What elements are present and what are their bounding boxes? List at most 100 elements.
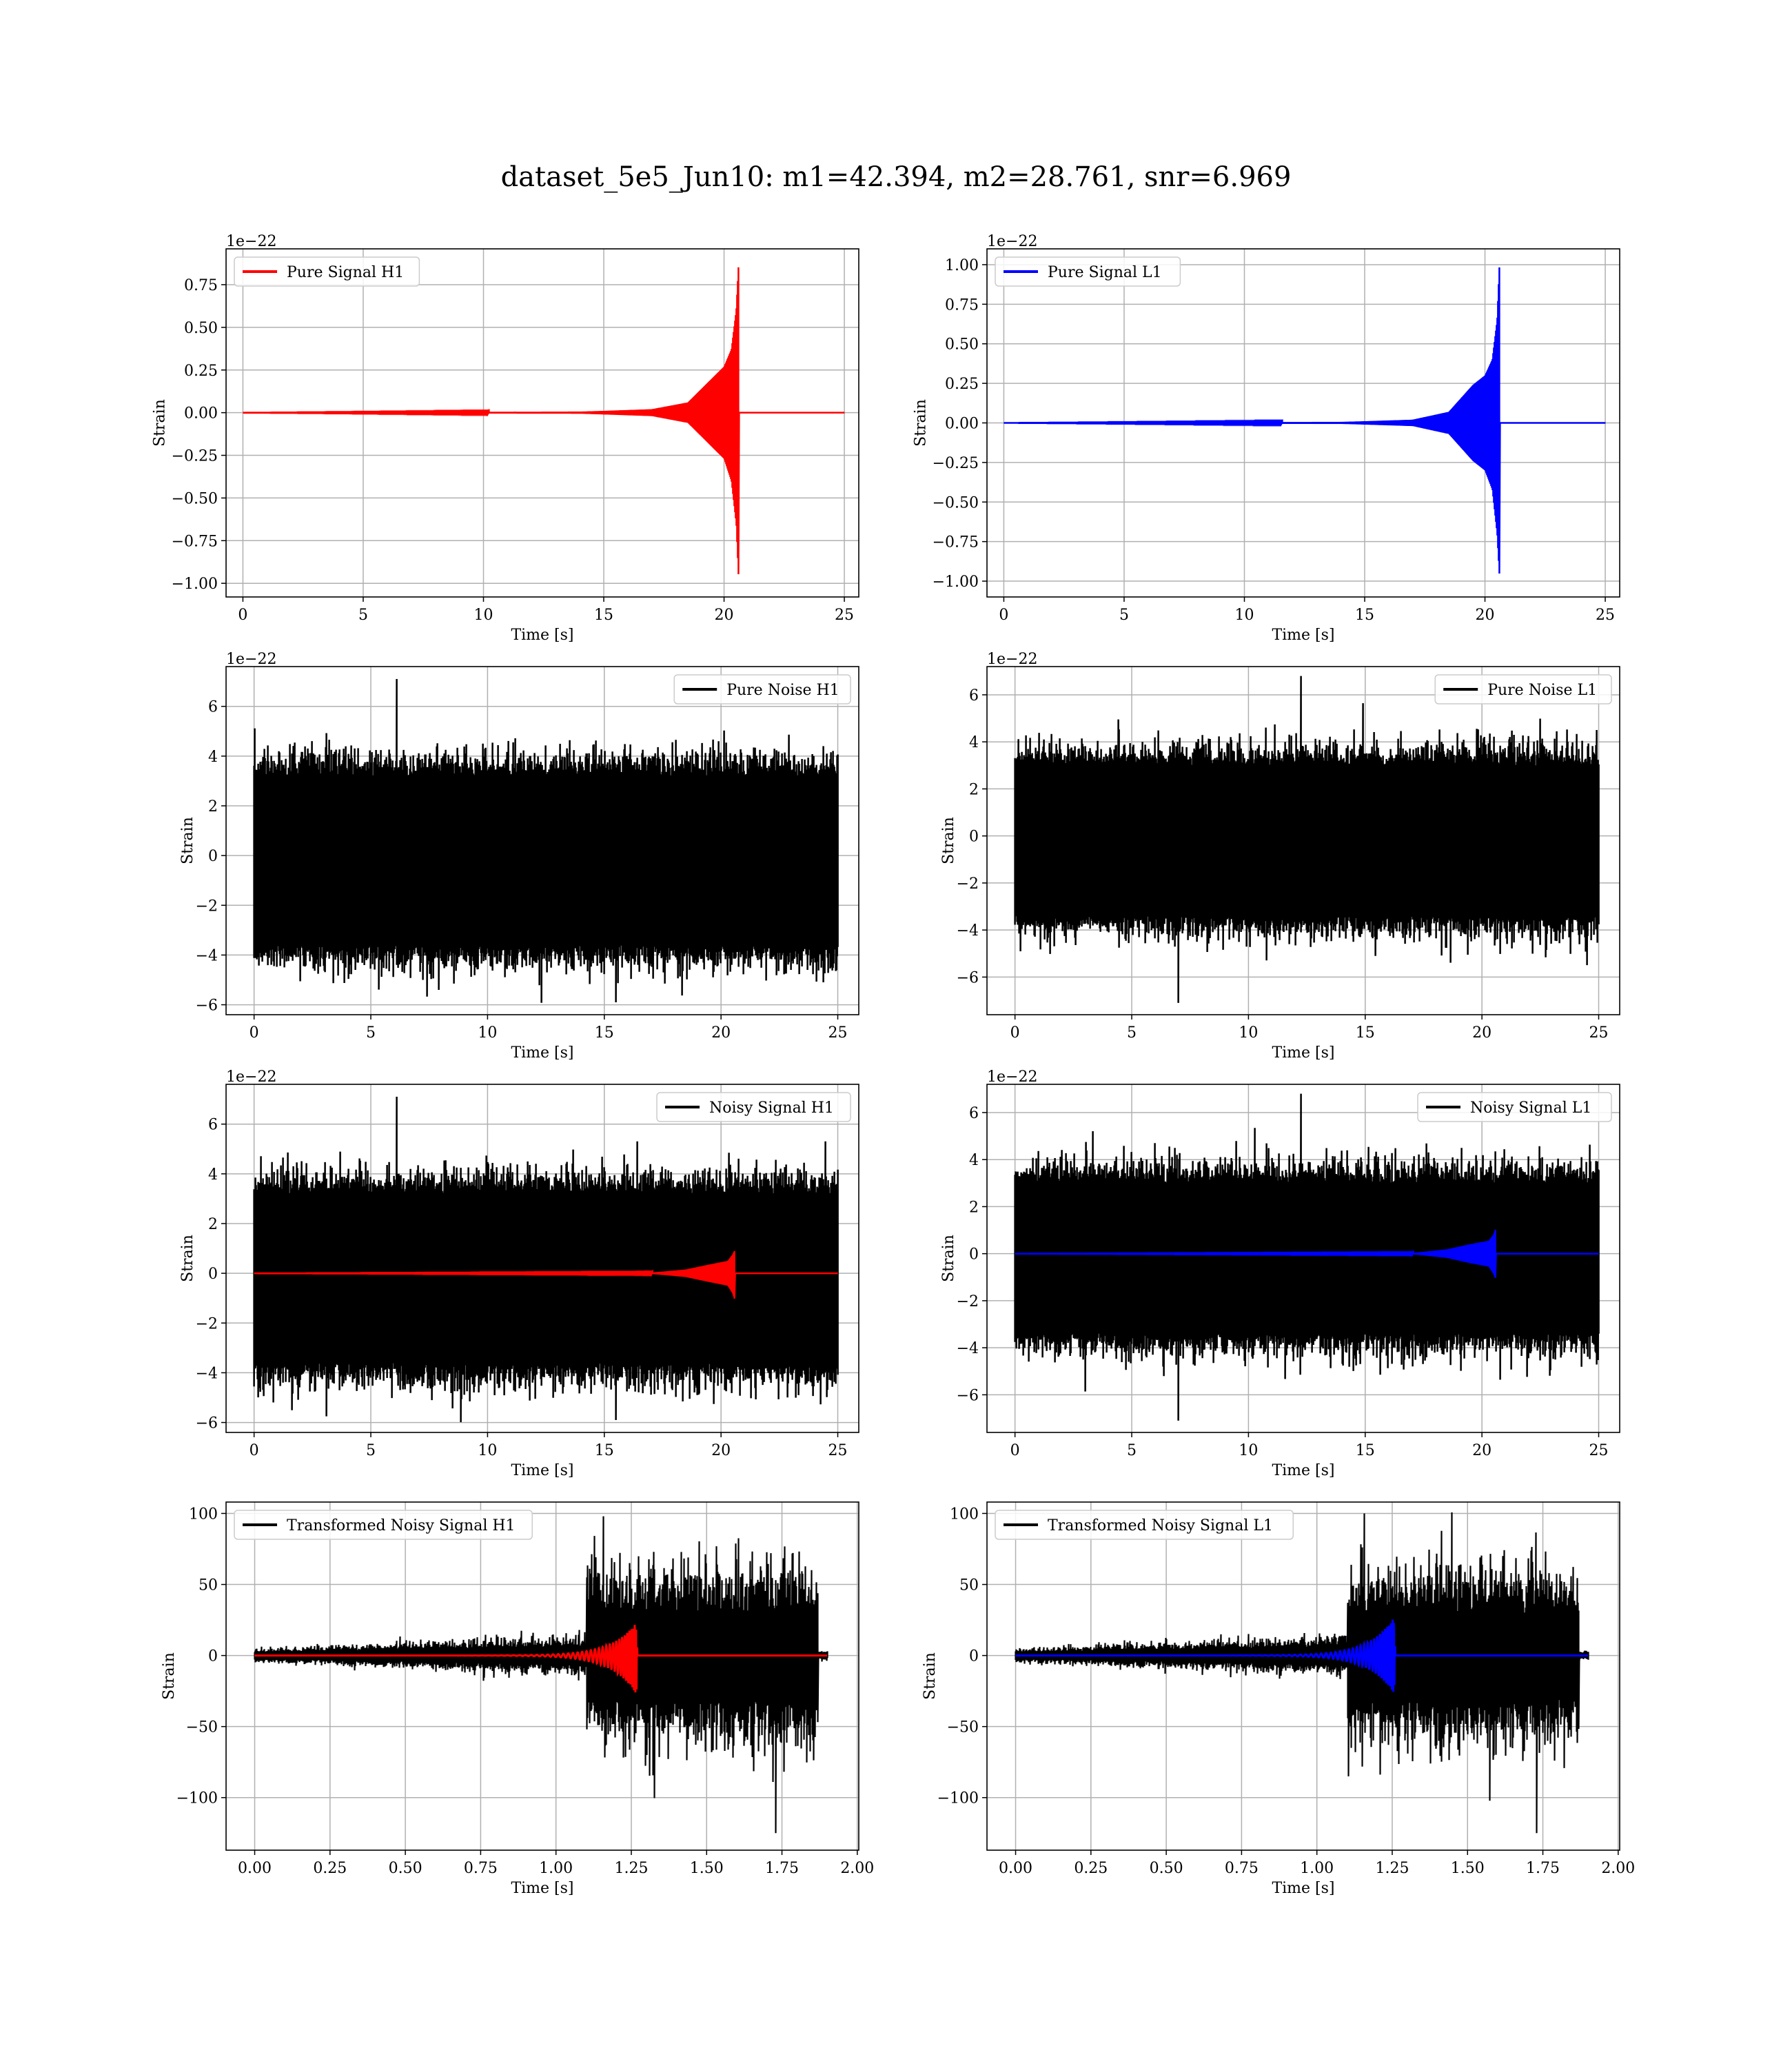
x-axis-label: Time [s]	[511, 1044, 573, 1062]
subplot-pure-signal-h1: 0 5 10 15 20 25 −1.00 −0.75 −0.50 −0.25 0.00 0.25 0.…	[152, 233, 859, 644]
y-tick-label: −2	[196, 898, 218, 915]
y-tick-label: −4	[957, 922, 979, 940]
x-tick-label: 15	[1356, 1024, 1375, 1042]
x-tick-label: 0.00	[999, 1860, 1032, 1877]
y-tick-label: −2	[196, 1315, 218, 1332]
legend-label: Pure Signal H1	[287, 264, 404, 281]
y-tick-label: −2	[957, 1293, 979, 1310]
y-tick-label: 2	[969, 781, 979, 798]
y-tick-label: 50	[959, 1577, 979, 1594]
x-tick-label: 10	[478, 1024, 497, 1042]
x-tick-label: 25	[1589, 1024, 1609, 1042]
subplot-transformed-h1: 0.00 0.25 0.50 0.75 1.00 1.25 1.50 1.75 2.00 −100…	[161, 1501, 874, 1897]
y-tick-label: 100	[950, 1506, 979, 1523]
x-axis-label: Time [s]	[1272, 1880, 1334, 1897]
x-tick-label: 5	[366, 1442, 376, 1459]
series-line	[253, 678, 839, 1003]
y-tick-label: 2	[208, 798, 218, 815]
y-tick-label: 0	[208, 1266, 218, 1283]
legend-box	[234, 1510, 533, 1540]
axes-frame	[225, 1084, 859, 1433]
legend-box	[234, 256, 420, 287]
y-tick-label: 50	[198, 1577, 218, 1594]
series-line	[1014, 676, 1600, 1003]
y-axis-label: Strain	[940, 1235, 957, 1282]
y-tick-label: −0.75	[933, 534, 979, 551]
x-tick-label: 1.00	[539, 1860, 573, 1877]
subplot-pure-signal-l1: 0 5 10 15 20 25 −1.00 −0.75 −0.50 −0.25 0.00 0.25 0.…	[913, 233, 1620, 644]
x-tick-label: 0.75	[464, 1860, 498, 1877]
y-tick-label: 0	[969, 829, 979, 846]
x-tick-label: 20	[711, 1442, 731, 1459]
x-tick-label: 10	[1239, 1024, 1258, 1042]
y-axis-label: Strain	[913, 399, 930, 447]
x-tick-label: 1.75	[1526, 1860, 1560, 1877]
legend: Transformed Noisy Signal L1	[995, 1510, 1294, 1540]
x-axis-label: Time [s]	[511, 1880, 573, 1897]
x-tick-label: 0	[238, 607, 247, 624]
x-tick-label: 15	[1355, 607, 1374, 624]
y-tick-label: −4	[957, 1340, 979, 1357]
x-tick-label: 10	[478, 1442, 497, 1459]
y-tick-label: 0	[208, 848, 218, 865]
y-tick-label: −6	[196, 1415, 218, 1432]
y-tick-label: −4	[196, 1365, 218, 1382]
y-tick-label: 0.50	[184, 320, 218, 337]
y-tick-label: −6	[957, 969, 979, 986]
y-tick-label: 4	[969, 1152, 979, 1169]
x-tick-label: 0.75	[1225, 1860, 1259, 1877]
y-tick-label: −50	[186, 1719, 218, 1736]
y-tick-label: −0.50	[172, 490, 218, 507]
subplot-noisy-signal-h1: 0 5 10 15 20 25 −6 −4 −2 0 2 4 6 1e−22 Time [s] Strain N…	[179, 1068, 859, 1479]
y-tick-label: −100	[937, 1790, 979, 1807]
y-tick-label: 0.00	[184, 405, 218, 423]
y-tick-label: 1.00	[945, 257, 979, 274]
legend-box	[995, 1510, 1294, 1540]
legend-label: Noisy Signal L1	[1470, 1099, 1591, 1117]
x-tick-label: 0	[1010, 1024, 1020, 1042]
y-tick-label: −1.00	[933, 574, 979, 591]
y-tick-label: 6	[208, 699, 218, 716]
x-tick-label: 1.00	[1300, 1860, 1334, 1877]
subplot-pure-noise-l1: 0 5 10 15 20 25 −6 −4 −2 0 2 4 6 1e−22 Time [s] Strain P…	[940, 651, 1620, 1062]
axes-frame	[225, 248, 859, 598]
series-group	[253, 1096, 839, 1423]
x-tick-label: 0	[250, 1442, 259, 1459]
offset-text: 1e−22	[987, 651, 1037, 668]
x-tick-label: 5	[1127, 1024, 1137, 1042]
x-tick-label: 10	[1234, 607, 1254, 624]
y-tick-label: 2	[208, 1216, 218, 1233]
y-tick-label: 0.75	[184, 277, 218, 294]
y-tick-label: 0	[969, 1648, 979, 1665]
y-axis-label: Strain	[940, 817, 957, 864]
x-tick-label: 15	[595, 1024, 614, 1042]
y-tick-label: −0.75	[172, 533, 218, 550]
y-tick-label: 6	[969, 1105, 979, 1122]
x-axis-label: Time [s]	[1272, 627, 1334, 644]
legend: Transformed Noisy Signal H1	[234, 1510, 533, 1540]
y-tick-label: −4	[196, 947, 218, 964]
x-tick-label: 15	[1356, 1442, 1375, 1459]
y-tick-label: 0.25	[184, 363, 218, 380]
x-tick-label: 20	[1472, 1442, 1491, 1459]
y-tick-label: 6	[969, 687, 979, 704]
x-tick-label: 5	[366, 1024, 376, 1042]
x-tick-label: 1.75	[765, 1860, 799, 1877]
offset-text: 1e−22	[987, 1068, 1037, 1086]
legend-label: Noisy Signal H1	[709, 1099, 834, 1117]
y-tick-label: −1.00	[172, 576, 218, 593]
legend-label: Transformed Noisy Signal L1	[1048, 1517, 1273, 1534]
y-tick-label: 6	[208, 1117, 218, 1134]
x-tick-label: 20	[711, 1024, 731, 1042]
series-group	[254, 1516, 828, 1834]
x-tick-label: 1.25	[614, 1860, 648, 1877]
y-axis-label: Strain	[179, 1235, 196, 1282]
x-tick-label: 0.50	[389, 1860, 422, 1877]
series-group	[1014, 1093, 1600, 1421]
x-tick-label: 1.50	[690, 1860, 724, 1877]
y-tick-label: 0.50	[945, 336, 979, 354]
legend-box	[673, 674, 851, 704]
legend-label: Pure Noise H1	[726, 682, 839, 699]
offset-text: 1e−22	[987, 233, 1037, 250]
legend: Pure Signal L1	[995, 256, 1181, 287]
